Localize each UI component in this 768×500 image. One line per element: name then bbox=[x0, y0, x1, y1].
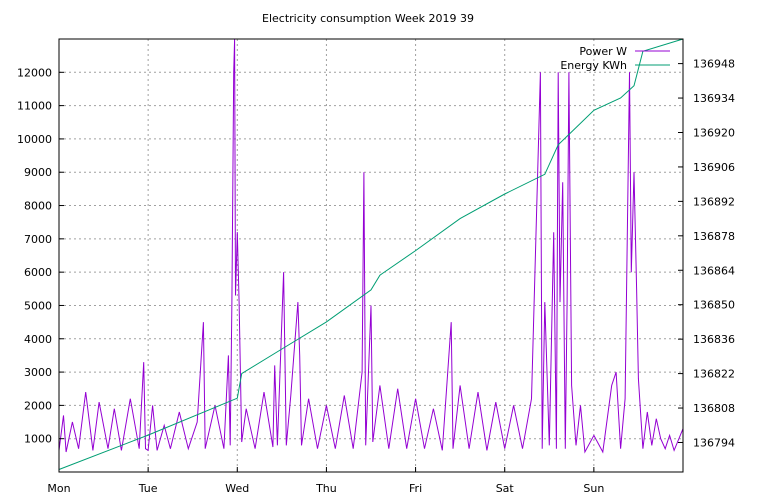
y-left-tick-label: 1000 bbox=[24, 433, 52, 446]
y-left-tick-label: 9000 bbox=[24, 166, 52, 179]
y-axis-left: 1000 2000 3000 4000 5000 6000 7000 8000 9000 1000… bbox=[17, 66, 64, 446]
y-right-tick-label: 136906 bbox=[693, 161, 735, 174]
y-right-tick-label: 136878 bbox=[693, 230, 735, 243]
chart-title: Electricity consumption Week 2019 39 bbox=[262, 12, 474, 25]
x-tick-label: Sun bbox=[583, 482, 604, 495]
y-left-tick-label: 10000 bbox=[17, 133, 52, 146]
y-left-tick-label: 6000 bbox=[24, 266, 52, 279]
x-tick-label: Thu bbox=[315, 482, 337, 495]
x-tick-label: Tue bbox=[138, 482, 158, 495]
y-left-tick-label: 2000 bbox=[24, 399, 52, 412]
y-left-tick-label: 11000 bbox=[17, 100, 52, 113]
legend-label: Power W bbox=[579, 45, 627, 58]
y-right-tick-label: 136934 bbox=[693, 92, 735, 105]
x-tick-label: Wed bbox=[225, 482, 249, 495]
y-right-tick-label: 136822 bbox=[693, 368, 735, 381]
y-right-tick-label: 136850 bbox=[693, 299, 735, 312]
series-line-energy bbox=[58, 38, 684, 470]
y-right-tick-label: 136892 bbox=[693, 195, 735, 208]
x-axis: Mon Tue Wed Thu Fri Sat Sun bbox=[47, 467, 604, 495]
y-axis-right: 136794 136808 136822 136836 136850 136864 1368… bbox=[678, 58, 735, 449]
x-tick-label: Fri bbox=[409, 482, 422, 495]
y-right-tick-label: 136864 bbox=[693, 264, 735, 277]
y-left-tick-label: 7000 bbox=[24, 233, 52, 246]
y-left-tick-label: 12000 bbox=[17, 66, 52, 79]
y-right-tick-label: 136948 bbox=[693, 58, 735, 71]
legend-label: Energy KWh bbox=[560, 59, 627, 72]
x-tick-label: Mon bbox=[47, 482, 70, 495]
y-left-tick-label: 5000 bbox=[24, 299, 52, 312]
plot-frame bbox=[58, 38, 684, 473]
y-right-tick-label: 136808 bbox=[693, 402, 735, 415]
y-left-tick-label: 4000 bbox=[24, 333, 52, 346]
x-tick-label: Sat bbox=[496, 482, 515, 495]
y-right-tick-label: 136836 bbox=[693, 333, 735, 346]
series-layer bbox=[58, 38, 684, 470]
y-left-tick-label: 3000 bbox=[24, 366, 52, 379]
y-right-tick-label: 136794 bbox=[693, 436, 735, 449]
series-line-power bbox=[58, 38, 684, 454]
y-right-tick-label: 136920 bbox=[693, 126, 735, 139]
y-left-tick-label: 8000 bbox=[24, 200, 52, 213]
